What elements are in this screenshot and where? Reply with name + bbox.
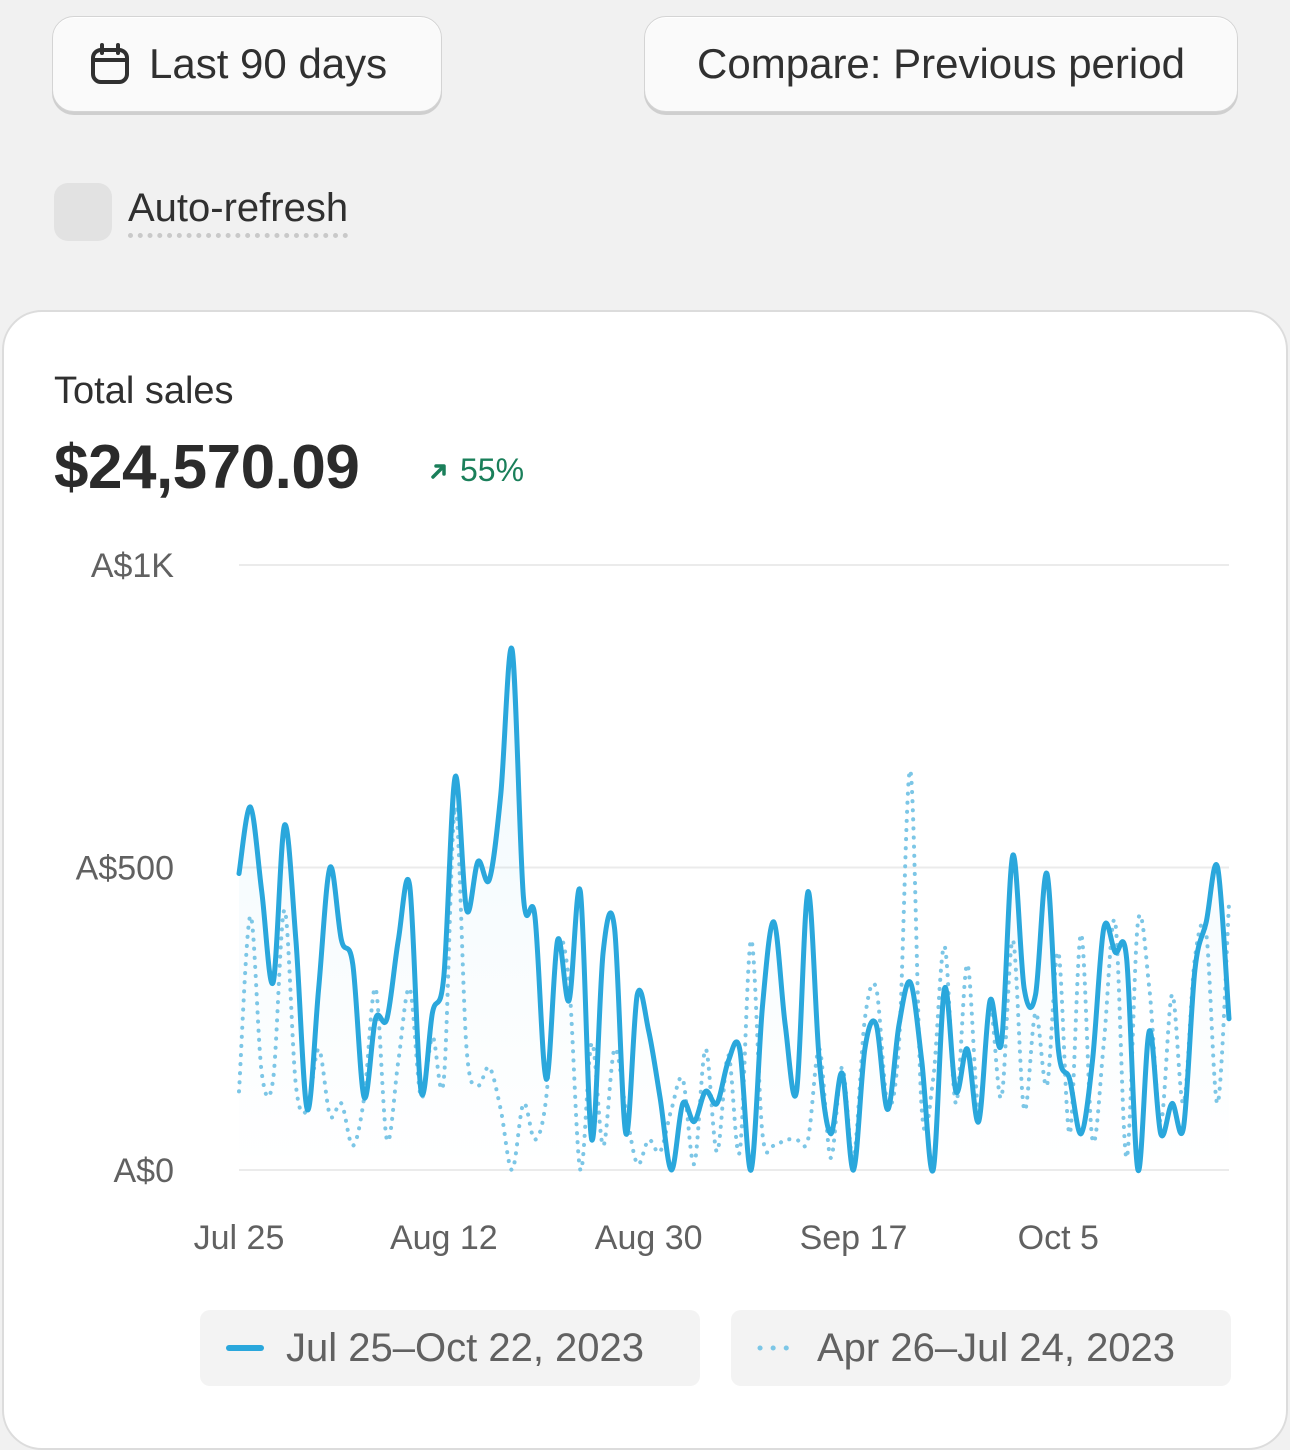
x-tick-label: Aug 30 <box>595 1219 703 1257</box>
compare-period-button[interactable]: Compare: Previous period <box>644 16 1238 112</box>
arrow-up-right-icon <box>431 463 446 479</box>
legend-item-previous[interactable]: Apr 26–Jul 24, 2023 <box>731 1310 1231 1386</box>
total-sales-card: Total sales $24,570.09 55% A$1K A$500 A$0 J… <box>2 310 1288 1450</box>
x-tick-label: Oct 5 <box>1018 1219 1099 1257</box>
metric-title: Total sales <box>54 370 234 412</box>
compare-period-label: Compare: Previous period <box>697 40 1185 87</box>
date-range-label: Last 90 days <box>149 40 388 87</box>
legend-item-current[interactable]: Jul 25–Oct 22, 2023 <box>200 1310 700 1386</box>
legend-label-current: Jul 25–Oct 22, 2023 <box>286 1325 645 1370</box>
auto-refresh-checkbox[interactable] <box>54 183 112 241</box>
x-tick-label: Sep 17 <box>800 1219 908 1257</box>
metric-value: $24,570.09 <box>54 433 360 502</box>
dotted-line-swatch <box>757 1345 795 1351</box>
x-tick-label: Jul 25 <box>194 1219 285 1257</box>
auto-refresh-label: Auto-refresh <box>128 186 349 238</box>
change-percent: 55% <box>460 452 525 488</box>
x-tick-label: Aug 12 <box>390 1219 498 1257</box>
auto-refresh-toggle[interactable]: Auto-refresh <box>54 183 349 241</box>
y-tick-label: A$0 <box>114 1152 175 1190</box>
series-line-current <box>236 645 1232 1174</box>
date-range-button[interactable]: Last 90 days <box>52 16 442 112</box>
series-area-current <box>239 648 1229 1172</box>
change-badge: 55% <box>428 452 524 489</box>
sales-line-chart: A$1K A$500 A$0 Jul 25 Aug 12 Aug 30 Sep 17 Oct … <box>76 547 1232 1257</box>
series-line-previous <box>237 768 1231 1173</box>
y-tick-label: A$500 <box>76 850 174 888</box>
solid-line-swatch <box>226 1345 264 1351</box>
y-tick-label: A$1K <box>91 547 174 585</box>
legend-label-previous: Apr 26–Jul 24, 2023 <box>817 1325 1176 1370</box>
calendar-icon <box>89 43 131 85</box>
